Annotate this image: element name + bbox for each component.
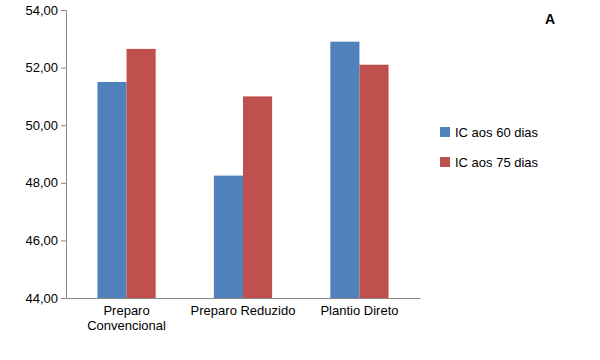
bar bbox=[243, 96, 272, 298]
bar bbox=[214, 176, 243, 298]
y-tick-label: 44,00 bbox=[25, 291, 58, 306]
chart: 44,00 46,00 48,00 50,00 52,00 54,00 PreparoCon… bbox=[0, 0, 600, 360]
x-tick-label: Plantio Direto bbox=[320, 303, 398, 318]
y-tick-mark bbox=[61, 10, 66, 11]
bar bbox=[359, 65, 388, 298]
bar bbox=[97, 82, 126, 298]
y-tick-label: 50,00 bbox=[25, 118, 58, 133]
y-tick-label: 46,00 bbox=[25, 233, 58, 248]
x-tick: Preparo Reduzido bbox=[191, 303, 296, 318]
legend-swatch bbox=[440, 157, 450, 167]
x-tick: Plantio Direto bbox=[320, 303, 398, 318]
legend-item: IC aos 60 dias bbox=[440, 125, 539, 140]
y-tick: 48,00 bbox=[25, 175, 66, 190]
legend-label: IC aos 75 dias bbox=[455, 155, 539, 170]
y-tick-label: 48,00 bbox=[25, 175, 58, 190]
y-tick: 44,00 bbox=[25, 291, 66, 306]
y-tick-label: 54,00 bbox=[25, 3, 58, 18]
legend-swatch bbox=[440, 127, 450, 137]
y-tick-label: 52,00 bbox=[25, 60, 58, 75]
y-tick: 46,00 bbox=[25, 233, 66, 248]
y-tick-mark bbox=[61, 240, 66, 241]
x-tick-label: PreparoConvencional bbox=[87, 303, 166, 333]
legend-label: IC aos 60 dias bbox=[455, 125, 539, 140]
plot: 44,00 46,00 48,00 50,00 52,00 54,00 PreparoCon… bbox=[25, 3, 420, 334]
y-axis: 44,00 46,00 48,00 50,00 52,00 54,00 bbox=[25, 3, 66, 306]
y-tick: 50,00 bbox=[25, 118, 66, 133]
y-axis-line bbox=[66, 11, 67, 299]
y-tick-mark bbox=[61, 298, 66, 299]
y-tick-mark bbox=[61, 125, 66, 126]
y-tick: 52,00 bbox=[25, 60, 66, 75]
bar bbox=[330, 42, 359, 298]
y-tick-mark bbox=[61, 183, 66, 184]
x-tick: PreparoConvencional bbox=[87, 303, 166, 333]
y-tick: 54,00 bbox=[25, 3, 66, 18]
bar bbox=[127, 49, 156, 298]
y-tick-mark bbox=[61, 68, 66, 69]
annotation: A bbox=[545, 11, 555, 27]
x-axis-line bbox=[67, 298, 421, 299]
legend: IC aos 60 dias IC aos 75 dias bbox=[440, 125, 539, 170]
x-tick-label: Preparo Reduzido bbox=[191, 303, 296, 318]
x-axis: PreparoConvencional Preparo Reduzido Plant… bbox=[67, 299, 421, 334]
bars bbox=[97, 42, 388, 298]
legend-item: IC aos 75 dias bbox=[440, 155, 539, 170]
